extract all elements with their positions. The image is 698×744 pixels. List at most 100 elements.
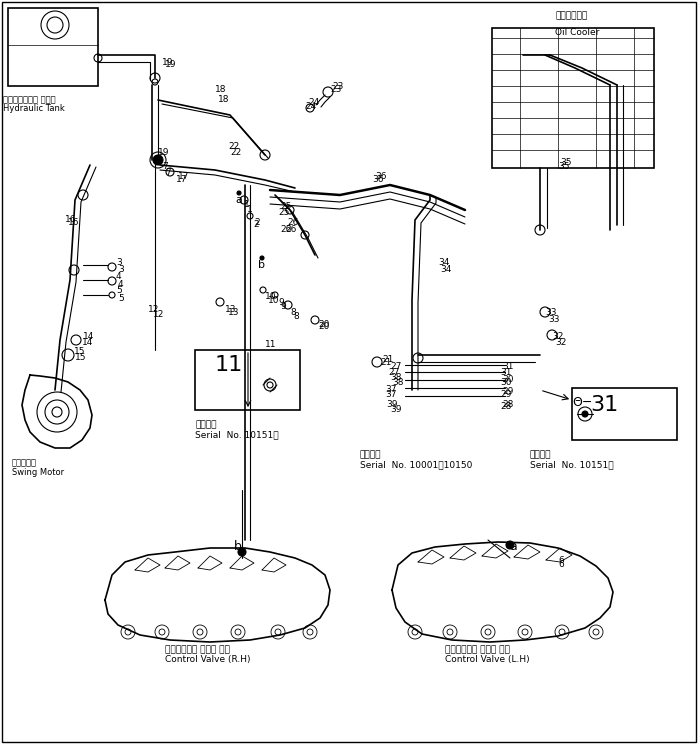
Text: 24: 24 (305, 102, 316, 111)
Text: 9: 9 (278, 298, 284, 307)
Text: 27: 27 (388, 368, 399, 377)
Text: 5: 5 (118, 294, 124, 303)
Text: 39: 39 (386, 400, 397, 409)
Text: 22: 22 (228, 142, 239, 151)
Text: 3: 3 (116, 258, 121, 267)
Text: 6: 6 (558, 560, 564, 569)
Text: 1: 1 (247, 205, 253, 214)
Text: 13: 13 (225, 305, 237, 314)
Text: 28: 28 (502, 400, 513, 409)
Text: オイルクーラ: オイルクーラ (555, 11, 587, 20)
Text: 19: 19 (158, 148, 170, 157)
Text: 32: 32 (552, 332, 563, 341)
Text: 3: 3 (118, 265, 124, 274)
Text: 4: 4 (116, 272, 121, 281)
Text: 25: 25 (280, 202, 291, 211)
Text: 38: 38 (392, 378, 403, 387)
Text: Swing Motor: Swing Motor (12, 468, 64, 477)
Text: Hydraulic Tank: Hydraulic Tank (3, 104, 65, 113)
Text: 35: 35 (558, 162, 570, 171)
Text: 1: 1 (244, 200, 250, 209)
Text: 23: 23 (332, 82, 343, 91)
Text: 34: 34 (438, 258, 450, 267)
Text: コントロール バルブ 右側: コントロール バルブ 右側 (165, 645, 230, 654)
Text: 17: 17 (176, 175, 188, 184)
Text: 19: 19 (165, 60, 177, 69)
Text: 20: 20 (318, 322, 329, 331)
Text: 13: 13 (228, 308, 239, 317)
Text: 28: 28 (500, 402, 512, 411)
Text: 23: 23 (330, 85, 341, 94)
Text: 10: 10 (265, 292, 276, 301)
Text: コントロール バルブ 左側: コントロール バルブ 左側 (445, 645, 510, 654)
Text: 21: 21 (380, 358, 392, 367)
Text: 8: 8 (293, 312, 299, 321)
Circle shape (506, 541, 514, 549)
Text: 36: 36 (375, 172, 387, 181)
Text: 30: 30 (500, 378, 512, 387)
Text: 26: 26 (280, 225, 291, 234)
Text: 適用号機
Serial  No. 10151～: 適用号機 Serial No. 10151～ (530, 450, 614, 469)
Text: 9: 9 (280, 302, 285, 311)
Text: 10: 10 (268, 296, 279, 305)
Text: 15: 15 (74, 347, 85, 356)
Text: 8: 8 (290, 308, 296, 317)
Text: 34: 34 (440, 265, 452, 274)
Text: 36: 36 (372, 175, 383, 184)
Text: 15: 15 (75, 353, 87, 362)
Circle shape (238, 548, 246, 556)
Text: 6: 6 (558, 556, 564, 565)
Text: Control Valve (L.H): Control Valve (L.H) (445, 655, 530, 664)
Text: 31: 31 (590, 395, 618, 415)
Text: 33: 33 (545, 308, 556, 317)
Text: 4: 4 (118, 280, 124, 289)
Circle shape (260, 256, 264, 260)
Text: 35: 35 (560, 158, 572, 167)
Bar (195, 350, 300, 410)
Text: a: a (509, 540, 517, 553)
Text: 24: 24 (308, 98, 319, 107)
Text: 適用号機
Serial  No. 10001～10150: 適用号機 Serial No. 10001～10150 (360, 450, 473, 469)
Text: 11: 11 (215, 355, 243, 375)
Text: b: b (258, 260, 265, 270)
Text: 22: 22 (230, 148, 242, 157)
Text: 21: 21 (382, 355, 394, 364)
Text: 38: 38 (390, 373, 401, 382)
Text: 27: 27 (390, 362, 401, 371)
Circle shape (237, 191, 241, 195)
Circle shape (153, 155, 163, 165)
Text: 39: 39 (390, 405, 401, 414)
Text: 33: 33 (548, 315, 560, 324)
Text: 18: 18 (218, 95, 230, 104)
Text: Θ−: Θ− (572, 396, 593, 409)
Text: 32: 32 (555, 338, 566, 347)
Text: 16: 16 (68, 218, 80, 227)
Text: 18: 18 (215, 85, 226, 94)
Text: 29: 29 (500, 390, 512, 399)
Text: 7: 7 (165, 168, 171, 177)
Text: 19: 19 (162, 58, 174, 67)
Text: 37: 37 (385, 385, 396, 394)
Text: 29: 29 (502, 387, 513, 396)
Text: 31: 31 (500, 368, 512, 377)
Text: 7: 7 (162, 162, 168, 171)
Text: ハイドロリック タンク: ハイドロリック タンク (3, 95, 56, 104)
Bar (492, 28, 654, 168)
Text: 20: 20 (318, 320, 329, 329)
Text: 14: 14 (83, 332, 94, 341)
Text: 26: 26 (287, 218, 298, 227)
Text: 2: 2 (254, 218, 260, 227)
Circle shape (582, 411, 588, 417)
Text: 14: 14 (82, 338, 94, 347)
Text: 5: 5 (116, 286, 121, 295)
Text: Control Valve (R.H): Control Valve (R.H) (165, 655, 251, 664)
Text: 11: 11 (265, 340, 276, 349)
Text: 12: 12 (148, 305, 159, 314)
Text: 12: 12 (153, 310, 164, 319)
Text: a: a (235, 195, 242, 205)
Bar (572, 388, 677, 440)
Text: 17: 17 (178, 172, 189, 181)
Bar (8, 8, 98, 86)
Text: 旋回モータ: 旋回モータ (12, 458, 37, 467)
Text: b: b (234, 540, 242, 553)
